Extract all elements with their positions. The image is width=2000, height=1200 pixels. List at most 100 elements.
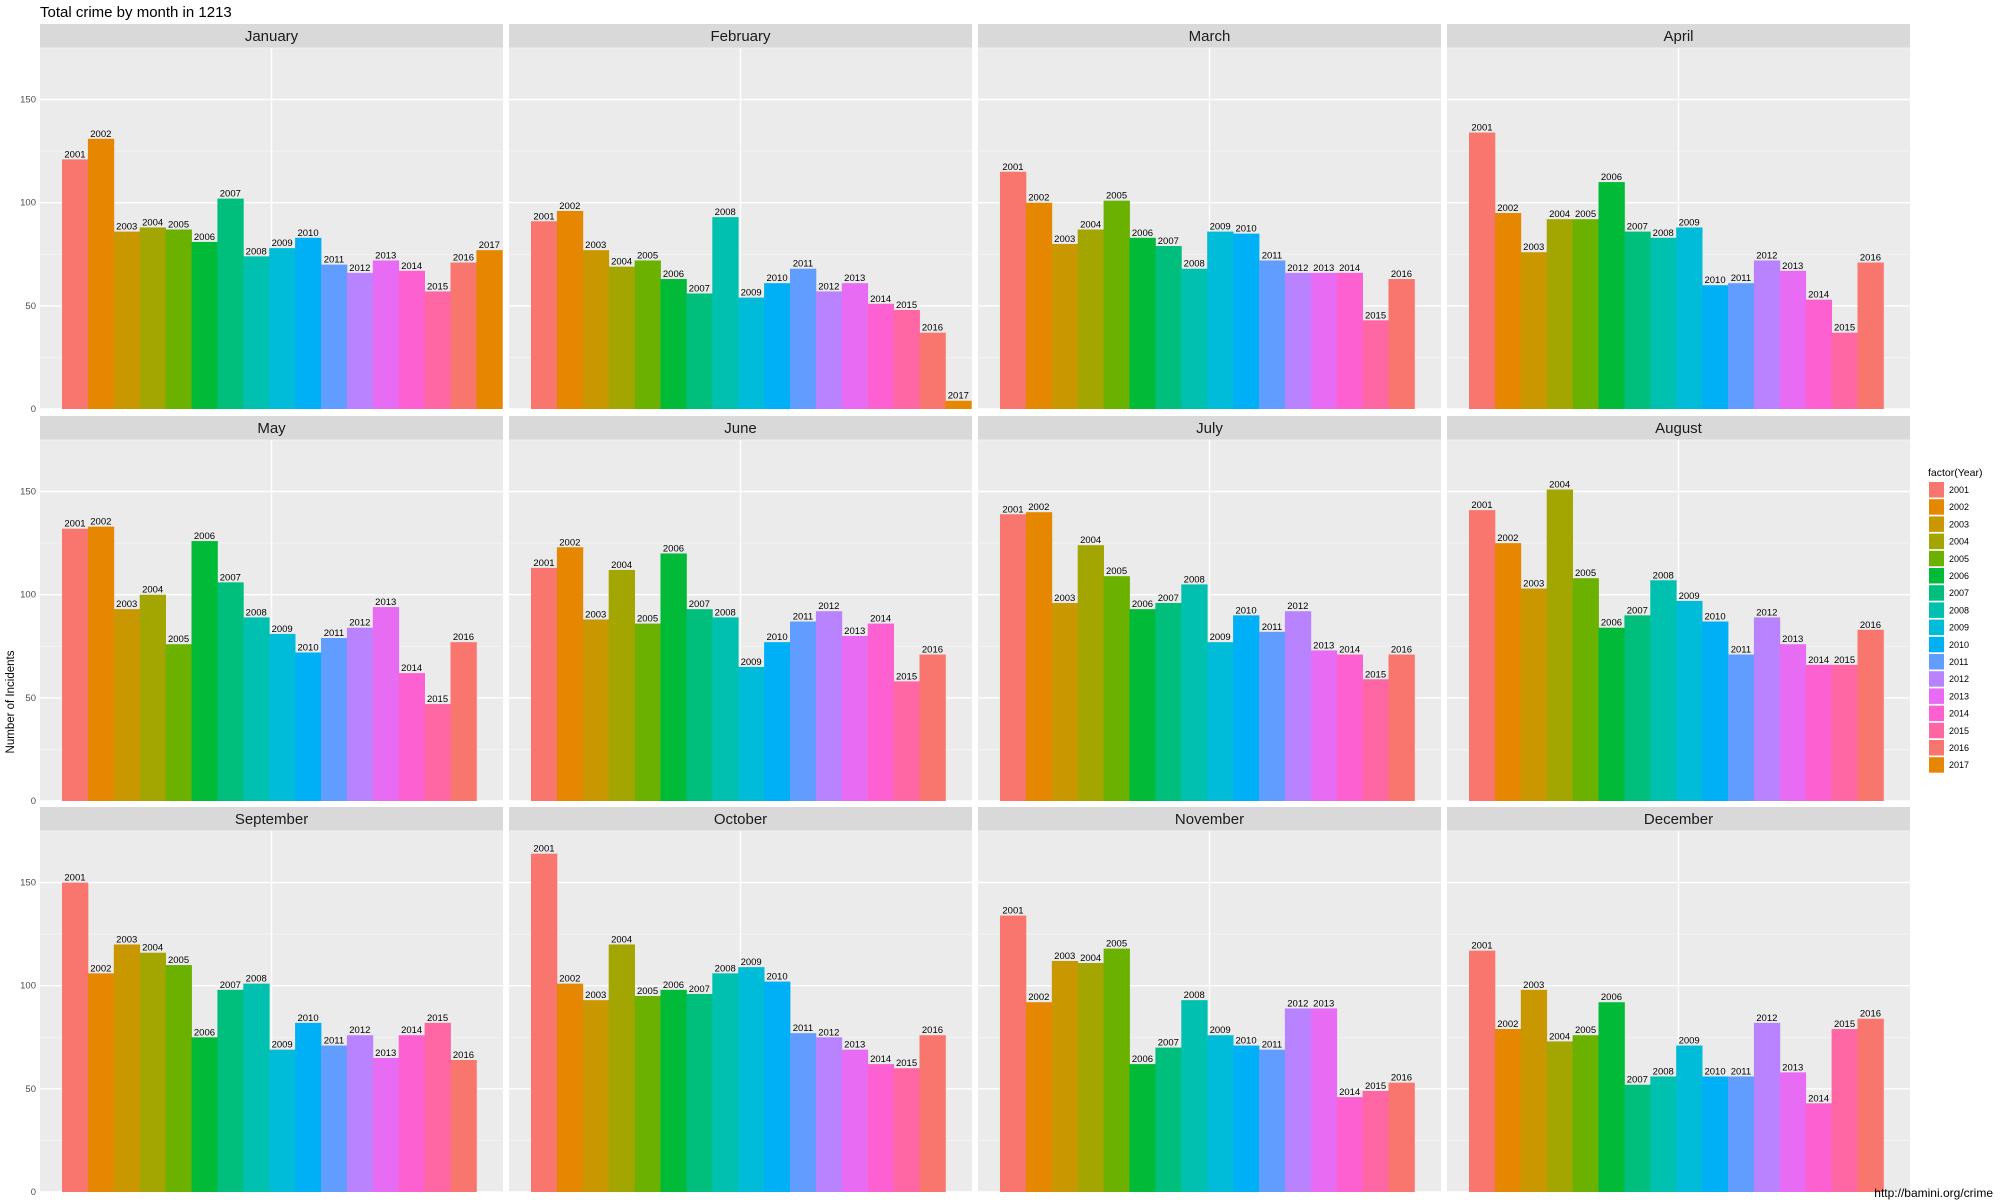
bar-march-2016 [1388, 279, 1415, 409]
data-label: 2002 [90, 963, 111, 974]
data-label: 2011 [1731, 645, 1751, 656]
bar-february-2017 [945, 400, 972, 409]
bar-october-2005 [634, 996, 661, 1192]
bar-september-2009 [269, 1049, 296, 1192]
bar-june-2009 [738, 666, 765, 801]
facet-january: January 0 50 100 150 2001 2002 2003 2004 2005 2006… [20, 24, 503, 415]
bar-december-2013 [1779, 1072, 1807, 1192]
data-label: 2007 [689, 984, 710, 995]
bar-march-2013 [1310, 272, 1338, 409]
data-label: 2005 [637, 986, 658, 997]
data-label: 2004 [611, 257, 632, 268]
bar-july-2016 [1388, 654, 1415, 801]
bar-august-2008 [1650, 580, 1677, 801]
facet-strip-label: February [710, 28, 771, 45]
bar-september-2001 [62, 882, 89, 1192]
bar-august-2014 [1805, 664, 1832, 801]
data-label: 2015 [1365, 310, 1386, 321]
data-label: 2012 [349, 1025, 370, 1036]
data-label: 2005 [1106, 566, 1127, 577]
data-label: 2009 [741, 957, 762, 968]
legend-label: 2007 [1949, 588, 1969, 598]
bar-october-2012 [815, 1037, 843, 1192]
facet-strip-label: April [1663, 28, 1693, 45]
facet-strip [1447, 416, 1910, 440]
bar-september-2004 [139, 952, 166, 1192]
data-label: 2007 [1158, 593, 1179, 604]
bar-august-2013 [1779, 644, 1807, 801]
data-label: 2015 [896, 671, 917, 682]
bar-july-2009 [1207, 642, 1234, 801]
data-label: 2007 [1158, 1038, 1179, 1049]
data-label: 2006 [663, 980, 684, 991]
bar-september-2005 [165, 965, 192, 1192]
bar-july-2004 [1077, 545, 1104, 801]
data-label: 2005 [168, 955, 189, 966]
data-label: 2005 [1575, 568, 1596, 579]
data-label: 2015 [896, 300, 917, 311]
bar-october-2003 [582, 1000, 610, 1192]
data-label: 2007 [689, 599, 710, 610]
data-label: 2004 [142, 217, 163, 228]
data-label: 2006 [1601, 992, 1622, 1003]
data-label: 2016 [922, 323, 943, 334]
data-label: 2008 [1653, 228, 1674, 239]
data-label: 2011 [1731, 273, 1751, 284]
facet-august: August 2001 2002 2003 2004 2005 2006 2007 2008 20… [1447, 416, 1910, 802]
data-label: 2012 [1756, 1013, 1777, 1024]
data-label: 2005 [637, 250, 658, 261]
chart-title: Total crime by month in 1213 [40, 4, 232, 21]
data-label: 2012 [818, 1027, 839, 1038]
bar-august-2011 [1728, 654, 1755, 801]
legend-key-2017 [1929, 757, 1944, 773]
legend-title: factor(Year) [1928, 467, 1982, 479]
bar-march-2009 [1207, 231, 1234, 409]
bar-december-2005 [1572, 1035, 1599, 1192]
legend-key-2012 [1929, 671, 1944, 687]
bar-june-2007 [686, 609, 713, 801]
data-label: 2010 [766, 972, 787, 983]
facet-march: March 2001 2002 2003 2004 2005 2006 2007 2008 200… [978, 24, 1441, 410]
legend-key-2006 [1929, 568, 1944, 584]
bar-september-2011 [321, 1045, 348, 1192]
data-label: 2014 [1808, 655, 1829, 666]
data-label: 2010 [1235, 224, 1256, 235]
data-label: 2004 [1080, 953, 1101, 964]
bar-november-2003 [1051, 960, 1079, 1192]
bar-may-2007 [217, 582, 244, 801]
data-label: 2004 [611, 560, 632, 571]
legend-label: 2014 [1949, 709, 1969, 719]
data-label: 2006 [194, 531, 215, 542]
bar-january-2002 [87, 138, 115, 409]
bar-june-2015 [893, 681, 920, 801]
data-label: 2016 [922, 1025, 943, 1036]
bar-may-2014 [398, 673, 425, 801]
data-label: 2014 [401, 663, 422, 674]
data-label: 2001 [1002, 504, 1023, 515]
data-label: 2008 [1184, 574, 1205, 585]
bar-august-2007 [1624, 615, 1651, 801]
data-label: 2012 [1756, 250, 1777, 261]
data-label: 2009 [1210, 222, 1231, 233]
bar-september-2010 [295, 1022, 322, 1192]
bar-may-2013 [372, 607, 400, 801]
data-label: 2004 [1080, 535, 1101, 546]
data-label: 2001 [533, 844, 554, 855]
bar-april-2001 [1469, 132, 1496, 409]
bar-september-2012 [346, 1035, 374, 1192]
bar-october-2001 [531, 853, 558, 1192]
data-label: 2013 [1782, 261, 1803, 272]
bar-march-2011 [1259, 260, 1286, 409]
data-label: 2006 [1601, 172, 1622, 183]
data-label: 2014 [870, 294, 891, 305]
data-label: 2007 [1627, 1075, 1648, 1086]
legend-label: 2012 [1949, 674, 1969, 684]
data-label: 2013 [844, 1040, 865, 1051]
bar-june-2005 [634, 623, 661, 801]
data-label: 2010 [766, 273, 787, 284]
bar-november-2006 [1129, 1064, 1156, 1192]
facet-july: July 2001 2002 2003 2004 2005 2006 2007 2008 2009… [978, 416, 1441, 802]
bar-november-2009 [1207, 1035, 1234, 1192]
data-label: 2015 [427, 1013, 448, 1024]
